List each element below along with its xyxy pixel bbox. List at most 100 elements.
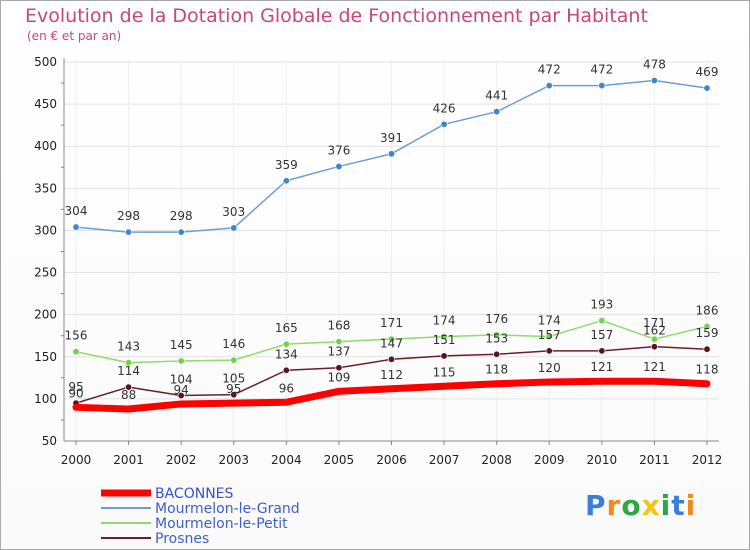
data-label: 121 [590, 360, 613, 374]
data-label: 174 [433, 314, 456, 328]
data-label: 186 [696, 303, 719, 317]
data-label: 121 [643, 360, 666, 374]
x-tick-label: 2003 [218, 453, 249, 467]
data-point [177, 228, 185, 236]
legend-label: BACONNES [155, 486, 234, 502]
x-tick-label: 2010 [587, 453, 618, 467]
data-point [282, 340, 290, 348]
data-label: 193 [590, 298, 613, 312]
data-point [230, 356, 238, 364]
y-tick-label: 100 [34, 392, 57, 406]
y-tick-label: 250 [34, 266, 57, 280]
data-point [545, 347, 553, 355]
data-label: 156 [65, 329, 88, 343]
data-label: 478 [643, 58, 666, 72]
x-tick-label: 2008 [481, 453, 512, 467]
data-point [387, 355, 395, 363]
x-tick-label: 2000 [61, 453, 92, 467]
data-point [598, 347, 606, 355]
data-point [283, 399, 290, 406]
data-label: 303 [222, 205, 245, 219]
logo-letter: i [660, 489, 672, 522]
data-point [125, 405, 132, 412]
data-label: 426 [433, 101, 456, 115]
data-label: 120 [538, 361, 561, 375]
x-tick-label: 2002 [166, 453, 197, 467]
data-point [335, 338, 343, 346]
data-label: 96 [279, 381, 294, 395]
data-label: 114 [117, 364, 140, 378]
data-label: 472 [538, 63, 561, 77]
data-point [493, 380, 500, 387]
data-label: 94 [174, 383, 189, 397]
x-tick-label: 2006 [376, 453, 407, 467]
data-label: 112 [380, 368, 403, 382]
logo-letter: r [606, 489, 622, 522]
data-point [282, 177, 290, 185]
data-point [493, 350, 501, 358]
logo-letter: t [671, 489, 686, 522]
data-point [704, 380, 710, 387]
data-label: 376 [327, 143, 350, 157]
data-label: 168 [327, 319, 350, 333]
data-label: 153 [485, 331, 508, 345]
data-label: 159 [696, 326, 719, 340]
data-point [125, 359, 133, 367]
data-point [178, 400, 185, 407]
y-tick-label: 150 [34, 350, 57, 364]
data-point [598, 317, 606, 325]
data-label: 95 [68, 380, 83, 394]
data-point [598, 82, 606, 90]
data-point [651, 378, 658, 385]
logo-letter: o [621, 489, 642, 522]
data-label: 105 [222, 372, 245, 386]
x-tick-label: 2011 [639, 453, 670, 467]
legend-label: Prosnes [155, 531, 209, 547]
data-point [177, 392, 185, 400]
data-point [703, 84, 711, 92]
legend-label: Mourmelon-le-Petit [155, 516, 288, 532]
data-label: 472 [590, 63, 613, 77]
data-point [703, 322, 711, 330]
data-point [177, 357, 185, 365]
data-label: 90 [68, 386, 83, 400]
chart-title: Evolution de la Dotation Globale de Fonc… [25, 5, 648, 27]
data-label: 469 [696, 65, 719, 79]
chart-subtitle: (en € et par an) [27, 29, 122, 43]
data-label: 95 [226, 382, 241, 396]
x-tick-label: 2012 [692, 453, 723, 467]
x-tick-label: 2007 [429, 453, 460, 467]
data-label: 171 [643, 316, 666, 330]
data-label: 147 [380, 336, 403, 350]
data-label: 441 [485, 89, 508, 103]
data-label: 391 [380, 131, 403, 145]
data-point [545, 82, 553, 90]
x-tick-label: 2004 [271, 453, 302, 467]
data-label: 104 [170, 373, 193, 387]
data-label: 88 [121, 388, 136, 402]
data-point [650, 343, 658, 351]
data-label: 162 [643, 324, 666, 338]
data-point [493, 108, 501, 116]
proxiti-logo: Proxiti [585, 489, 696, 522]
data-point [650, 77, 658, 85]
data-label: 174 [538, 314, 561, 328]
logo-letter: P [585, 489, 607, 522]
data-point [230, 224, 238, 232]
data-point [440, 120, 448, 128]
data-point [387, 150, 395, 158]
data-point [493, 331, 501, 339]
data-point [388, 385, 395, 392]
data-point [441, 383, 448, 390]
y-tick-label: 350 [34, 181, 57, 195]
data-label: 304 [65, 204, 88, 218]
data-label: 118 [485, 363, 508, 377]
data-label: 298 [170, 209, 193, 223]
y-tick-label: 200 [34, 308, 57, 322]
data-point [335, 388, 342, 395]
data-label: 134 [275, 347, 298, 361]
data-point [125, 383, 133, 391]
data-label: 145 [170, 338, 193, 352]
